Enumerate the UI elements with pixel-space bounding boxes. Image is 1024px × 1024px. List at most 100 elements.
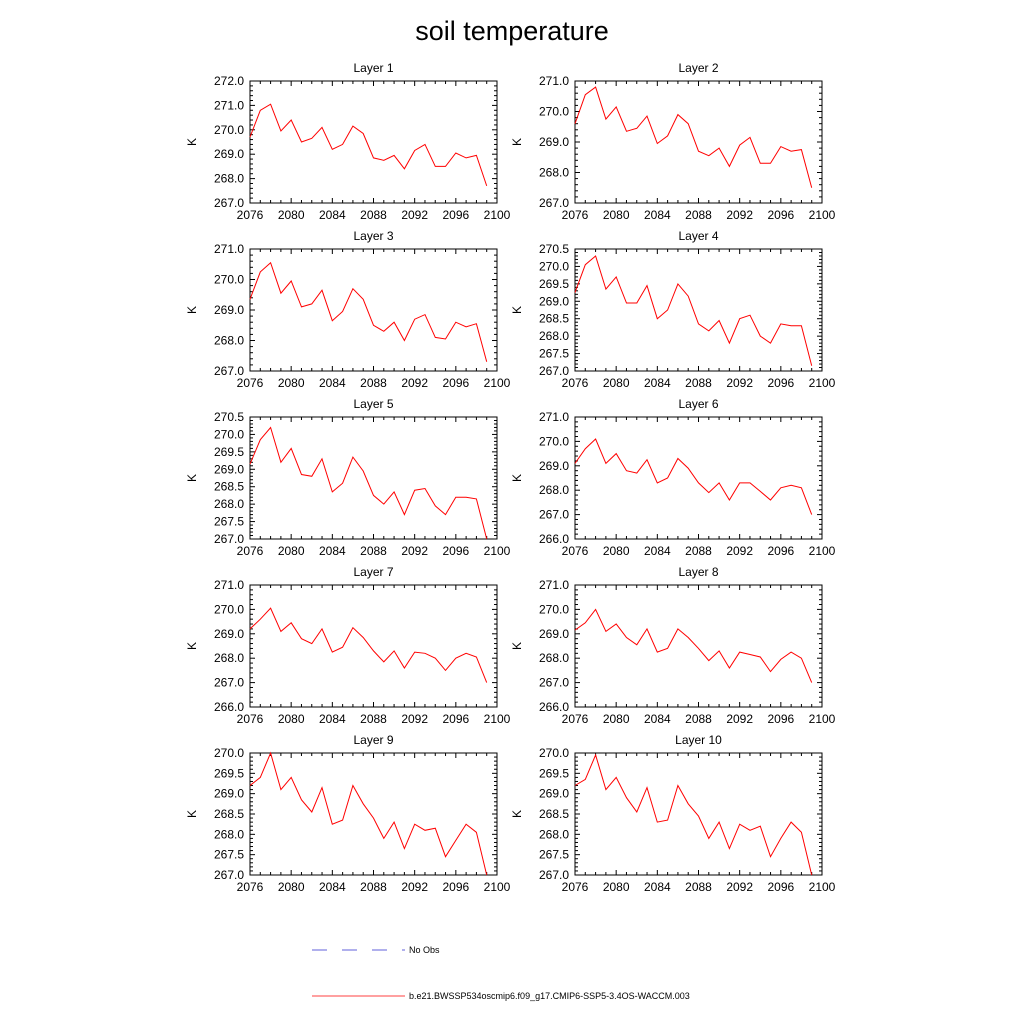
x-tick-label: 2100 [809,376,836,390]
y-axis-label: K [185,642,199,650]
legend-label-case: b.e21.BWSSP534oscmip6.f09_g17.CMIP6-SSP5… [409,991,690,1001]
x-tick-label: 2084 [644,544,671,558]
panel-title: Layer 3 [353,229,393,243]
y-tick-label: 268.0 [214,651,244,665]
x-tick-label: 2080 [278,376,305,390]
x-tick-label: 2100 [809,208,836,222]
y-tick-label: 270.0 [214,746,244,760]
x-tick-label: 2100 [484,544,511,558]
series-line [574,255,813,366]
y-tick-label: 271.0 [214,578,244,592]
x-tick-label: 2088 [685,208,712,222]
x-tick-label: 2080 [603,544,630,558]
y-tick-label: 269.0 [539,787,569,801]
y-tick-label: 268.0 [539,483,569,497]
panel-title: Layer 4 [678,229,718,243]
y-tick-label: 268.0 [214,497,244,511]
x-tick-label: 2096 [442,208,469,222]
y-tick-label: 267.0 [214,676,244,690]
x-tick-label: 2080 [278,712,305,726]
y-tick-label: 269.5 [214,445,244,459]
chart-panel-2: Layer 2 K 2076 2080 2084 2088 2092 2096 2100 267.… [510,61,836,222]
figure-title: soil temperature [415,16,609,46]
y-tick-label: 270.0 [214,273,244,287]
x-tick-label: 2100 [484,712,511,726]
y-tick-label: 267.0 [214,868,244,882]
x-tick-label: 2076 [237,544,264,558]
x-tick-label: 2092 [401,712,428,726]
x-tick-label: 2096 [767,880,794,894]
y-tick-label: 269.0 [214,147,244,161]
y-tick-label: 269.5 [539,766,569,780]
y-tick-label: 269.0 [214,627,244,641]
x-tick-label: 2100 [809,880,836,894]
y-tick-label: 270.0 [539,746,569,760]
x-tick-label: 2096 [442,376,469,390]
panel-title: Layer 1 [353,61,393,75]
x-tick-label: 2088 [685,712,712,726]
y-tick-label: 270.0 [539,602,569,616]
y-tick-label: 270.0 [214,427,244,441]
y-tick-label: 269.5 [539,277,569,291]
x-tick-label: 2096 [767,544,794,558]
y-tick-label: 268.0 [214,334,244,348]
y-tick-label: 268.0 [214,827,244,841]
x-tick-label: 2076 [562,376,589,390]
x-tick-label: 2084 [644,376,671,390]
y-tick-label: 271.0 [539,74,569,88]
x-tick-label: 2088 [360,880,387,894]
chart-panel-1: Layer 1 K 2076 2080 2084 2088 2092 2096 2100 267.… [185,61,511,222]
y-tick-label: 267.0 [214,364,244,378]
y-tick-label: 267.5 [214,848,244,862]
x-tick-label: 2092 [401,208,428,222]
x-tick-label: 2092 [726,544,753,558]
series-line [574,438,813,515]
y-tick-label: 267.0 [214,532,244,546]
x-tick-label: 2076 [562,208,589,222]
y-tick-label: 266.0 [214,700,244,714]
x-tick-label: 2084 [644,880,671,894]
chart-panel-3: Layer 3 K 2076 2080 2084 2088 2092 2096 2100 267.… [185,229,511,390]
y-axis-label: K [185,474,199,482]
y-tick-label: 271.0 [214,98,244,112]
x-tick-label: 2076 [562,880,589,894]
x-tick-label: 2092 [401,376,428,390]
y-axis-label: K [510,138,524,146]
x-tick-label: 2084 [319,712,346,726]
y-tick-label: 267.5 [539,848,569,862]
panel-title: Layer 9 [353,733,393,747]
y-tick-label: 269.0 [214,787,244,801]
y-tick-label: 270.5 [214,410,244,424]
panel-title: Layer 5 [353,397,393,411]
x-tick-label: 2096 [767,208,794,222]
x-tick-label: 2076 [237,208,264,222]
x-tick-label: 2088 [685,376,712,390]
chart-panel-5: Layer 5 K 2076 2080 2084 2088 2092 2096 2100 267.… [185,397,511,558]
y-tick-label: 269.0 [539,135,569,149]
x-tick-label: 2096 [442,712,469,726]
chart-panel-6: Layer 6 K 2076 2080 2084 2088 2092 2096 2100 266.… [510,397,836,558]
x-tick-label: 2076 [237,880,264,894]
y-tick-label: 270.0 [539,105,569,119]
x-tick-label: 2088 [360,376,387,390]
x-tick-label: 2092 [726,712,753,726]
y-tick-label: 271.0 [539,410,569,424]
chart-panel-8: Layer 8 K 2076 2080 2084 2088 2092 2096 2100 266.… [510,565,836,726]
panel-title: Layer 8 [678,565,718,579]
series-line [249,751,488,876]
y-tick-label: 267.0 [539,508,569,522]
x-tick-label: 2092 [726,376,753,390]
x-tick-label: 2076 [237,376,264,390]
x-tick-label: 2080 [278,544,305,558]
y-tick-label: 270.0 [214,602,244,616]
x-tick-label: 2096 [767,712,794,726]
y-tick-label: 268.0 [539,166,569,180]
y-axis-label: K [185,810,199,818]
series-line [574,86,813,188]
y-tick-label: 272.0 [214,74,244,88]
x-tick-label: 2100 [809,544,836,558]
series-line [574,753,813,876]
x-tick-label: 2080 [603,208,630,222]
